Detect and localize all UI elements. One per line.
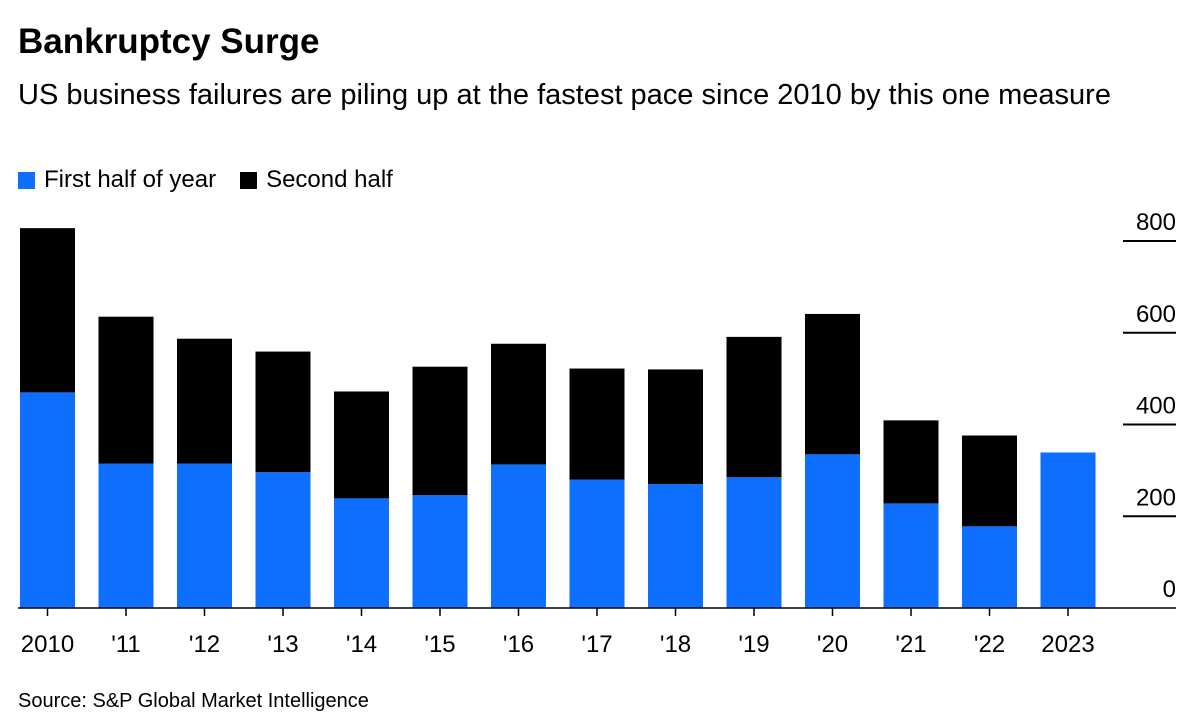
bar-first-half xyxy=(726,477,782,608)
legend-label: Second half xyxy=(266,166,393,193)
bar-first-half xyxy=(883,503,939,608)
x-tick-label: '20 xyxy=(817,631,848,658)
bar-first-half xyxy=(20,392,75,608)
x-tick-label: '17 xyxy=(581,631,612,658)
bar-second-half xyxy=(98,316,154,464)
bar-second-half xyxy=(726,336,782,478)
bar-second-half xyxy=(648,369,703,485)
y-tick-label: 0 xyxy=(1163,576,1176,603)
bar-second-half xyxy=(20,228,75,393)
bar-second-half xyxy=(255,351,311,473)
bar-first-half xyxy=(1040,452,1096,608)
x-tick-label: 2023 xyxy=(1041,631,1094,658)
chart-title: Bankruptcy Surge xyxy=(18,22,320,61)
x-tick-label: '11 xyxy=(111,631,141,658)
y-tick-label: 800 xyxy=(1136,209,1176,236)
x-tick-label: '12 xyxy=(189,631,220,658)
bar-first-half xyxy=(334,498,389,608)
x-tick-label: '22 xyxy=(974,631,1005,658)
bar-second-half xyxy=(177,338,232,464)
bar-first-half xyxy=(648,484,703,608)
bar-second-half xyxy=(805,313,860,455)
x-tick-label: '15 xyxy=(424,631,455,658)
bar-first-half xyxy=(805,454,860,608)
legend-swatch-black xyxy=(240,171,258,189)
bar-second-half xyxy=(491,343,546,465)
bar-second-half xyxy=(962,435,1017,527)
bar-second-half xyxy=(569,368,625,480)
bar-first-half xyxy=(569,479,625,608)
x-tick-label: '19 xyxy=(738,631,769,658)
bar-first-half xyxy=(412,495,468,608)
legend-item-first-half: First half of year xyxy=(18,166,216,194)
y-tick-label: 600 xyxy=(1136,301,1176,328)
bar-second-half xyxy=(334,391,389,499)
x-tick-label: '21 xyxy=(895,631,926,658)
bar-second-half xyxy=(412,366,468,496)
legend-swatch-blue xyxy=(18,171,35,189)
bar-first-half xyxy=(255,472,311,608)
x-tick-label: 2010 xyxy=(21,631,74,658)
legend-item-second-half: Second half xyxy=(240,166,393,194)
legend: First half of year Second half xyxy=(18,166,417,194)
bar-first-half xyxy=(177,463,232,608)
bar-first-half xyxy=(98,463,154,608)
x-tick-label: '14 xyxy=(346,631,377,658)
chart-subtitle: US business failures are piling up at th… xyxy=(18,79,1111,111)
x-tick-label: '16 xyxy=(503,631,534,658)
x-tick-label: '18 xyxy=(660,631,691,658)
bar-first-half xyxy=(962,526,1017,608)
source-note: Source: S&P Global Market Intelligence xyxy=(18,690,369,712)
y-tick-label: 200 xyxy=(1136,484,1176,511)
bar-first-half xyxy=(491,464,546,608)
legend-label: First half of year xyxy=(44,166,217,193)
y-tick-label: 400 xyxy=(1136,393,1176,420)
x-tick-label: '13 xyxy=(267,631,298,658)
bar-second-half xyxy=(883,420,939,504)
